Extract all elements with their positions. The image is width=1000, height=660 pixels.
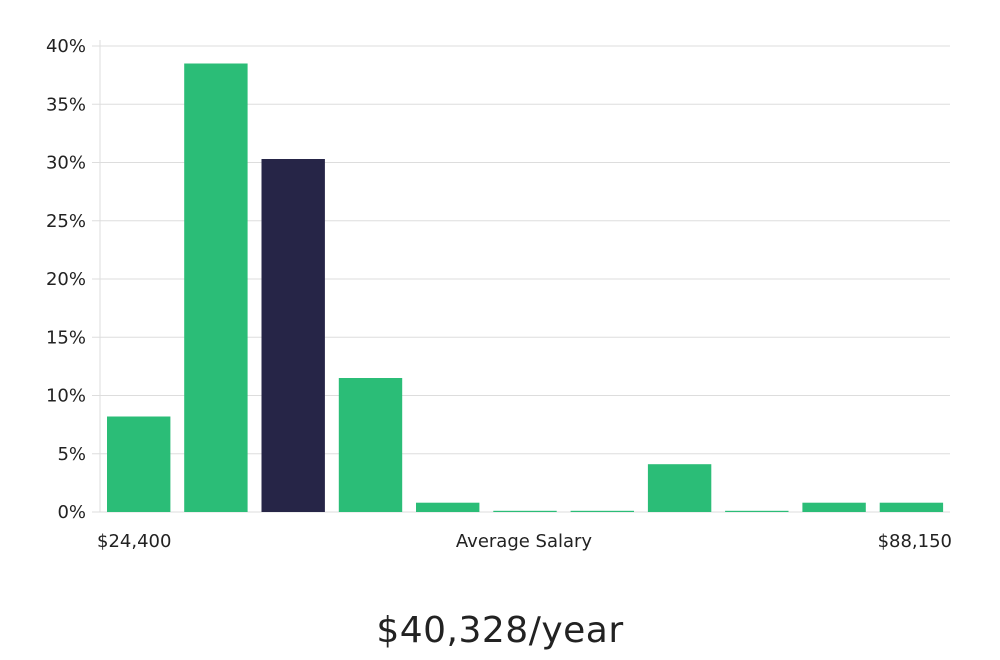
y-tick-label: 30%	[46, 153, 86, 174]
bar	[184, 63, 248, 512]
bar	[338, 378, 403, 512]
y-tick-label: 40%	[46, 36, 86, 57]
bar	[802, 502, 866, 512]
bars	[107, 63, 944, 512]
y-tick-label: 5%	[57, 444, 86, 465]
average-salary-headline: $40,328/year	[376, 610, 624, 651]
y-tick-label: 25%	[46, 211, 86, 232]
bar-highlighted	[261, 159, 325, 512]
bar	[725, 510, 789, 512]
y-tick-label: 0%	[57, 502, 86, 523]
bar	[416, 502, 480, 512]
x-axis-start-label: $24,400	[97, 531, 171, 552]
bar	[570, 510, 634, 512]
x-axis-end-label: $88,150	[878, 531, 952, 552]
y-tick-label: 10%	[46, 386, 86, 407]
bar	[107, 416, 171, 512]
bar	[647, 464, 712, 512]
y-axis-ticks: 0% 5% 10% 15% 20% 25% 30% 35% 40%	[46, 36, 86, 523]
y-tick-label: 15%	[46, 327, 86, 348]
y-tick-label: 35%	[46, 94, 86, 115]
x-axis-title: Average Salary	[456, 531, 593, 552]
bar	[879, 502, 944, 512]
salary-histogram: 0% 5% 10% 15% 20% 25% 30% 35% 40% $24,400 Averag…	[46, 36, 952, 552]
bar	[493, 510, 557, 512]
y-tick-label: 20%	[46, 269, 86, 290]
